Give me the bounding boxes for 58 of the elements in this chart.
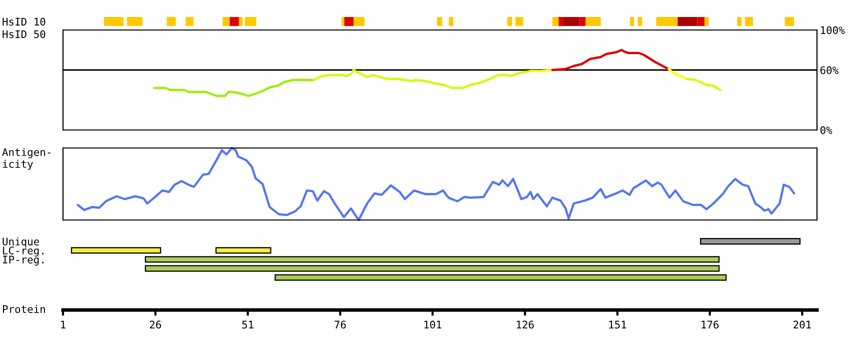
bar [104, 17, 124, 26]
line-series [312, 68, 532, 90]
line-series [686, 78, 722, 92]
y-tick-label: Unique [2, 237, 40, 248]
y-axis-title: HsID 50 [2, 30, 46, 38]
bar [244, 17, 256, 26]
y-tick-label: 100% [821, 26, 845, 34]
bar [166, 17, 176, 26]
y-tick-label: HsID 10 [2, 18, 46, 26]
x-tick-label: 26 [150, 320, 161, 329]
x-tick-label: 151 [609, 320, 626, 329]
bar [579, 17, 586, 26]
bar [342, 17, 344, 26]
bar [344, 17, 354, 26]
bar [186, 17, 194, 26]
y-tick-label: 60% [820, 66, 838, 74]
bar [274, 274, 727, 281]
x-tick-label: 76 [334, 320, 346, 329]
bar [656, 17, 678, 26]
bar [563, 17, 580, 26]
bar [238, 17, 243, 26]
bar [70, 247, 162, 254]
bar [230, 17, 239, 26]
bar [437, 17, 442, 26]
bar [222, 17, 230, 26]
bar [744, 17, 754, 26]
bar [630, 17, 634, 26]
bar [144, 256, 720, 263]
x-tick-label: 51 [242, 320, 254, 329]
x-tick-label: 201 [794, 320, 811, 329]
y-tick-label: IP-reg. [3, 256, 44, 266]
bar [354, 17, 365, 26]
bar [704, 17, 709, 26]
bar [586, 17, 601, 26]
bar [126, 17, 142, 26]
bar [697, 17, 705, 26]
bar [558, 17, 564, 26]
bar [638, 17, 642, 26]
x-tick-label: 101 [424, 320, 442, 329]
y-tick-label: LC-reg. [3, 246, 44, 257]
line-series [153, 78, 316, 98]
bar [448, 17, 454, 26]
bar [700, 238, 801, 245]
bar [784, 17, 794, 26]
bar [737, 17, 742, 26]
x-tick-label: 126 [516, 320, 534, 329]
bar [144, 265, 720, 272]
x-tick-label: 1 [61, 320, 66, 328]
x-tick-label: 176 [702, 320, 719, 329]
bar [552, 17, 559, 26]
x-axis-title: Protein [3, 304, 45, 314]
bar [507, 17, 512, 26]
y-tick-label: 0% [820, 126, 832, 134]
bar [215, 247, 272, 254]
bar [678, 17, 698, 26]
y-axis-title: Antigen- icity [2, 148, 50, 170]
line-series [551, 48, 670, 72]
bar [515, 17, 524, 26]
